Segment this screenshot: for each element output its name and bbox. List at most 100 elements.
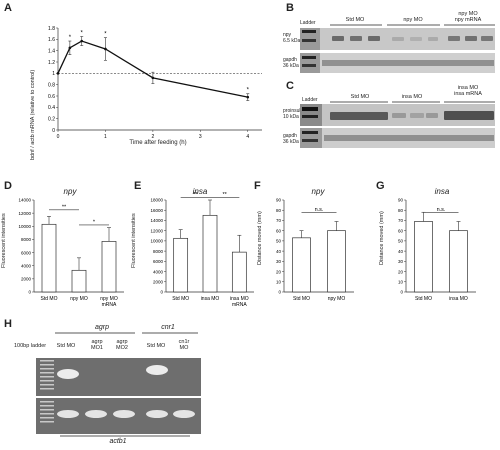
panel-d-category-label: Std MO <box>41 296 58 302</box>
panel-f-ytick-label: 40 <box>276 249 282 254</box>
panel-f-ytick-label: 80 <box>276 208 282 213</box>
panel-g-ytick-label: 60 <box>398 228 404 233</box>
panel-a-point <box>151 76 155 80</box>
panel-a-ytick-label: 1.6 <box>48 37 55 43</box>
panel-f-ytick-label: 30 <box>276 259 282 264</box>
panel-e-ytick-label: 8000 <box>153 249 164 254</box>
panel-f-ytick-label: 70 <box>276 218 282 223</box>
panel-g-ytick-label: 90 <box>398 198 404 203</box>
panel-e-ytick-label: 4000 <box>153 269 164 274</box>
panel-c-lane-rescue: insa MO insa mRNA <box>454 85 482 97</box>
panel-c-row2-label: gapdh 36 kDa <box>283 133 299 145</box>
panel-a-ytick-label: 0.2 <box>48 116 55 122</box>
panel-a-ytick-label: 0 <box>52 128 55 134</box>
panel-d-ytick-label: 6000 <box>21 250 32 255</box>
panel-a-ytick-label: 0.8 <box>48 82 55 88</box>
panel-h-lane-4: Std MO <box>146 343 166 349</box>
panel-a-xtick-label: 3 <box>199 134 202 140</box>
panel-g-ytick-label: 20 <box>398 269 404 274</box>
panel-e-sig-label: ** <box>193 192 198 198</box>
panel-e-ytick-label: 6000 <box>153 259 164 264</box>
panel-f-category-label: Std MO <box>293 296 310 302</box>
panel-b-ladder-label: Ladder <box>300 20 316 26</box>
panel-h-lane-1: Std MO <box>56 343 76 349</box>
panel-g-sig-label: n.s. <box>437 207 446 213</box>
panel-a-ytick-label: 1 <box>52 71 55 77</box>
panel-g-ytick-label: 30 <box>398 259 404 264</box>
panel-g-ytick-label: 80 <box>398 208 404 213</box>
panel-c-ladder-label: Ladder <box>302 97 318 103</box>
panel-b-lane-rescue: npy MO npy mRNA <box>454 11 482 23</box>
panel-h-lane-2: agrp MO1 <box>91 339 103 351</box>
panel-e-ytick-label: 16000 <box>150 208 163 213</box>
panel-e-category-label: mRNA <box>232 302 247 308</box>
panel-c-lane-insa-mo: insa MO <box>401 94 423 100</box>
panel-d-ytick-label: 0 <box>28 290 31 295</box>
panel-a-ytick-label: 1.2 <box>48 60 55 66</box>
panel-letter-d: D <box>4 180 12 192</box>
panel-e-ytick-label: 0 <box>160 290 163 295</box>
panel-h-group1: agrp <box>94 324 110 331</box>
panel-f-ytick-label: 90 <box>276 198 282 203</box>
panel-e-category-label: insa MO <box>201 296 220 302</box>
panel-f-category-label: npy MO <box>328 296 346 302</box>
panel-g-ytick-label: 40 <box>398 249 404 254</box>
panel-e-category-label: Std MO <box>172 296 189 302</box>
panel-g-ytick-label: 10 <box>398 279 404 284</box>
panel-e-ytick-label: 12000 <box>150 228 163 233</box>
panel-a-significance: * <box>81 31 84 37</box>
panel-g-title: insa <box>434 187 450 196</box>
panel-h-lane-3: agrp MO2 <box>116 339 128 351</box>
panel-b-lane-npy-mo: npy MO <box>403 17 423 23</box>
panel-a-point <box>68 46 72 50</box>
panel-e-ytick-label: 2000 <box>153 279 164 284</box>
panel-d-title: npy <box>63 187 77 196</box>
panel-f-ytick-label: 60 <box>276 228 282 233</box>
panel-a-point <box>104 47 107 51</box>
panel-e-ytick-label: 18000 <box>150 198 163 203</box>
panel-e-category-label: insa MO <box>230 296 249 302</box>
panel-f-sig-label: n.s. <box>315 207 324 213</box>
panel-d-category-label: mRNA <box>102 302 117 308</box>
panel-d-category-label: npy MO <box>100 296 118 302</box>
panel-b-lane-std: Std MO <box>345 17 365 23</box>
panel-letter-a: A <box>4 2 12 14</box>
panel-a-xtick-label: 1 <box>104 134 107 140</box>
panel-e-title: insa <box>192 187 208 196</box>
panel-a-significance: * <box>69 35 72 41</box>
panel-a-xtick-label: 0 <box>57 134 60 140</box>
panel-g-ytick-label: 50 <box>398 239 404 244</box>
panel-d-category-label: npy MO <box>70 296 88 302</box>
panel-g-ytick-label: 0 <box>400 290 403 295</box>
panel-c-lane-std: Std MO <box>350 94 370 100</box>
panel-e-sig-label: ** <box>223 192 228 198</box>
panel-letter-g: G <box>376 180 385 192</box>
panel-a-point <box>246 95 250 99</box>
panel-h-lane-5: cn1r MO <box>178 339 190 351</box>
panel-g-category-label: insa MO <box>449 296 468 302</box>
panel-d-ytick-label: 12000 <box>18 211 31 216</box>
panel-h-ladder-label: 100bp ladder <box>14 343 47 349</box>
panel-letter-b: B <box>286 2 294 14</box>
panel-d-ytick-label: 8000 <box>21 237 32 242</box>
panel-a-ytick-label: 0.4 <box>48 105 55 111</box>
panel-d-ytick-label: 14000 <box>18 198 31 203</box>
panel-g-ytick-label: 70 <box>398 218 404 223</box>
panel-d-ytick-label: 2000 <box>21 277 32 282</box>
panel-letter-h: H <box>4 318 12 330</box>
panel-a-ytick-label: 1.4 <box>48 48 55 54</box>
panel-d-ytick-label: 4000 <box>21 263 32 268</box>
panel-a-series-line <box>57 40 248 98</box>
panel-b-row2-label: gapdh 36 kDa <box>283 57 299 69</box>
panel-e-ytick-label: 14000 <box>150 218 163 223</box>
panel-a-point <box>80 39 84 43</box>
panel-letter-c: C <box>286 80 294 92</box>
panel-h-bottom-label: actb1 <box>109 438 127 445</box>
panel-a-significance: * <box>104 32 107 38</box>
panel-letter-f: F <box>254 180 261 192</box>
panel-d-sig-label: ** <box>62 204 67 210</box>
panel-f-ytick-label: 50 <box>276 239 282 244</box>
